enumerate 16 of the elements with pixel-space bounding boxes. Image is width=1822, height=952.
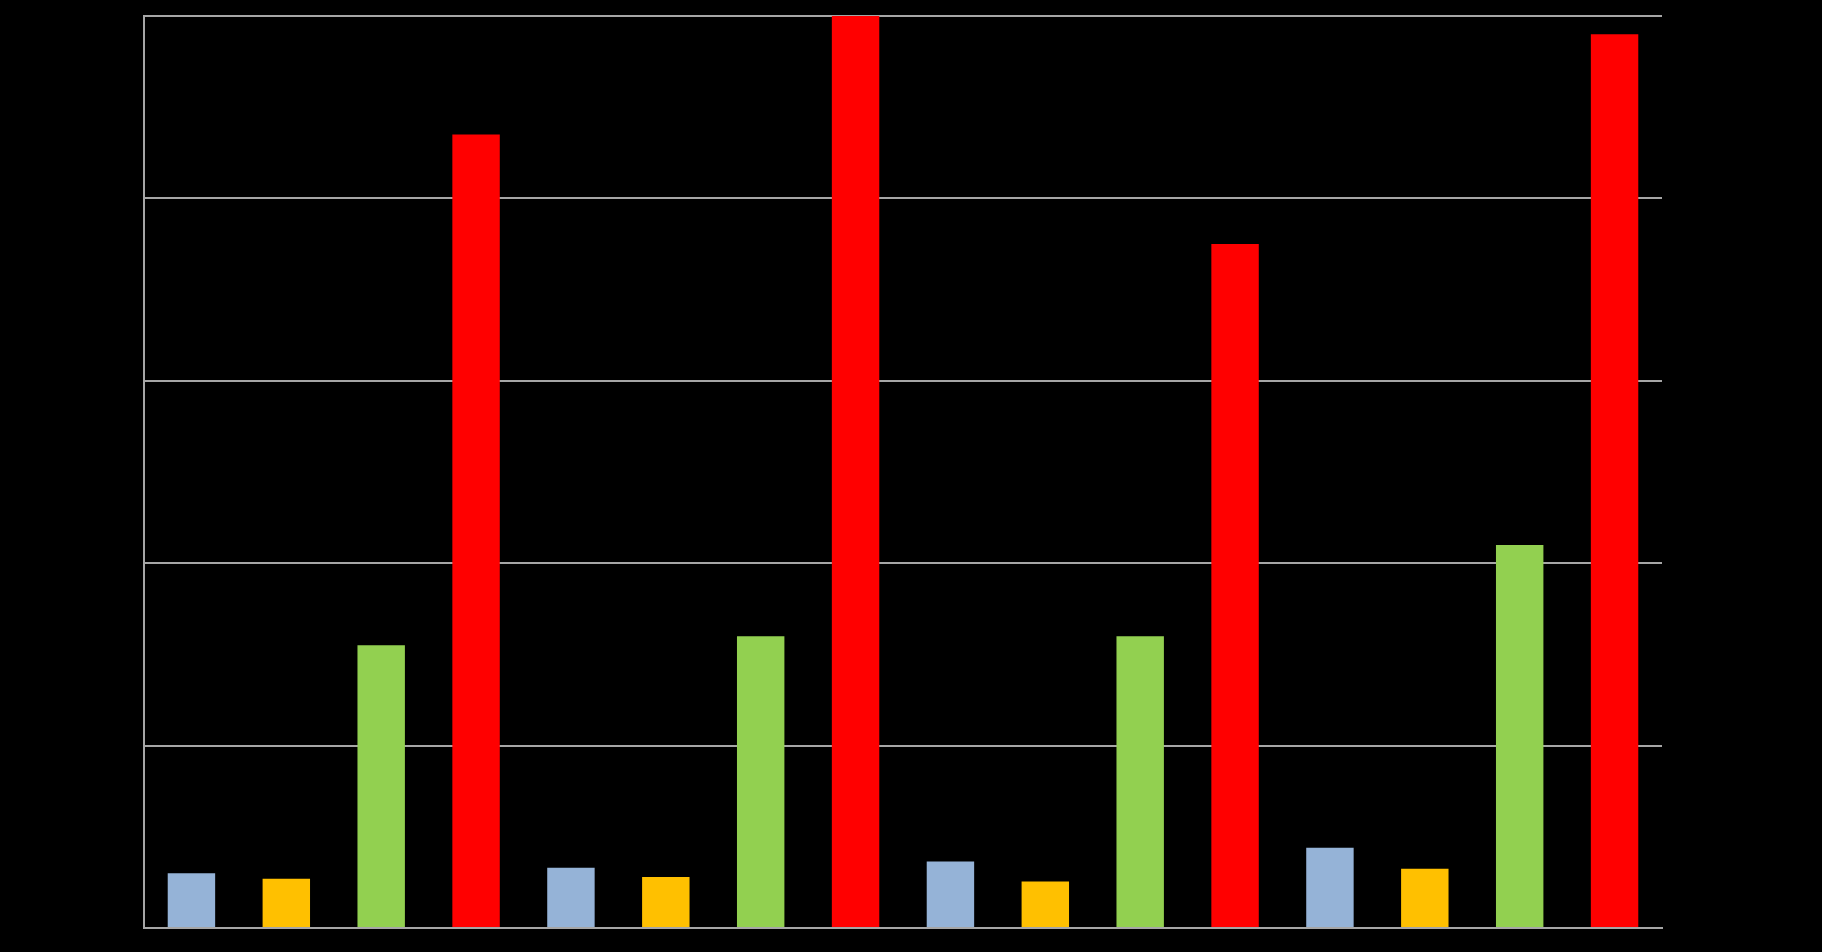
bar xyxy=(1211,244,1259,927)
bar xyxy=(357,645,405,927)
bar xyxy=(1401,868,1449,927)
bar xyxy=(642,876,690,927)
bar xyxy=(262,878,311,927)
bar xyxy=(1021,881,1070,927)
bar xyxy=(1495,544,1544,927)
bar xyxy=(1590,34,1639,927)
bar xyxy=(547,867,595,927)
bar xyxy=(926,861,975,927)
bar xyxy=(1306,847,1354,927)
bar xyxy=(167,873,216,927)
bar xyxy=(1116,636,1164,927)
bar xyxy=(452,134,500,927)
bar xyxy=(736,636,785,927)
bar xyxy=(831,16,880,927)
